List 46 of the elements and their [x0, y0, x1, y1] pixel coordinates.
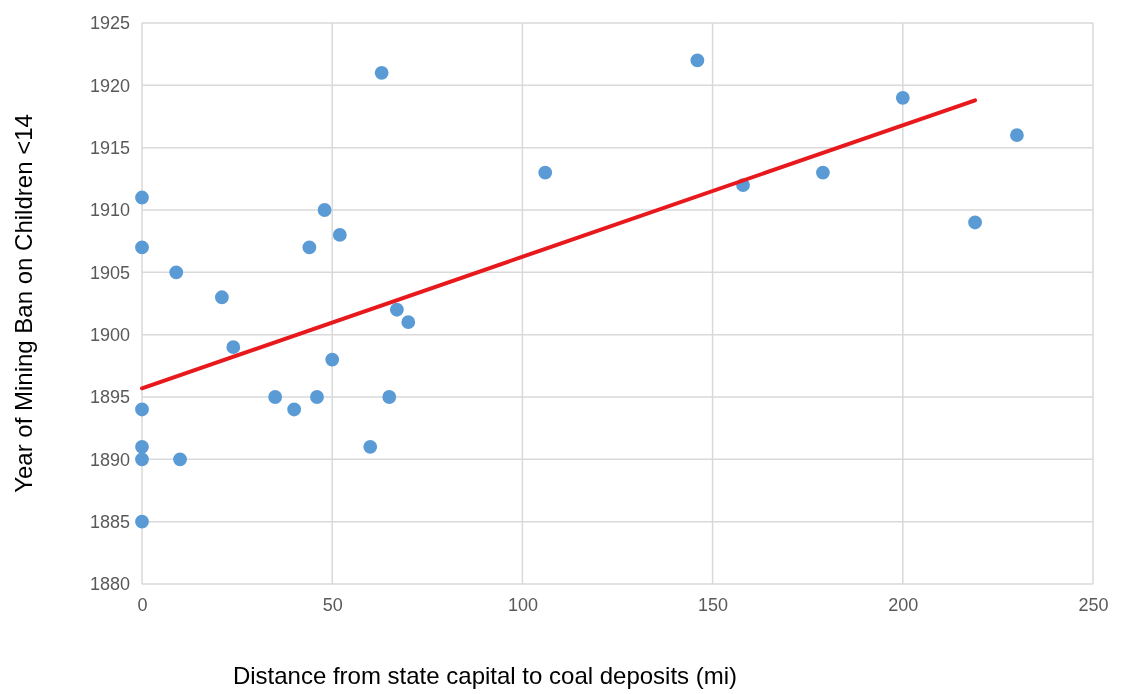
point — [169, 265, 184, 280]
point — [374, 65, 389, 80]
point — [310, 390, 324, 404]
y-tick-label: 1925 — [89, 13, 130, 34]
y-tick-label: 1895 — [89, 387, 130, 408]
point — [135, 514, 149, 529]
x-tick-label: 50 — [322, 594, 343, 615]
point — [268, 390, 283, 404]
point — [332, 228, 347, 242]
point — [690, 53, 705, 68]
y-tick-label: 1915 — [89, 137, 130, 158]
y-tick-label: 1900 — [89, 324, 130, 345]
y-axis-title: Year of Mining Ban on Children <14 — [10, 114, 37, 493]
point — [389, 302, 404, 317]
point — [401, 315, 416, 330]
x-tick-label: 250 — [1078, 594, 1109, 615]
y-tick-label: 1910 — [89, 200, 130, 221]
point — [816, 165, 830, 180]
point — [317, 203, 332, 217]
point — [1010, 128, 1024, 143]
point — [135, 452, 149, 467]
x-axis-title: Distance from state capital to coal deposits (mi) — [232, 662, 738, 689]
y-tick-label: 1920 — [89, 75, 130, 96]
point — [135, 402, 149, 417]
y-tick-label: 1880 — [89, 574, 130, 595]
point — [538, 165, 553, 180]
point — [325, 352, 340, 367]
x-tick-label: 200 — [888, 594, 919, 615]
point — [135, 439, 149, 454]
y-tick-label: 1890 — [89, 449, 130, 470]
y-tick-label: 1905 — [89, 262, 130, 283]
point — [135, 240, 149, 255]
x-tick-label: 0 — [137, 594, 148, 615]
point — [226, 340, 241, 355]
x-tick-label: 100 — [507, 594, 538, 615]
point — [363, 439, 378, 454]
point — [382, 390, 397, 404]
point — [173, 452, 187, 467]
point — [214, 290, 229, 305]
point — [968, 215, 982, 230]
y-tick-label: 1885 — [89, 511, 130, 532]
x-tick-label: 150 — [698, 594, 729, 615]
point — [302, 240, 317, 255]
point — [135, 190, 149, 205]
point — [287, 402, 302, 417]
point — [895, 90, 910, 105]
